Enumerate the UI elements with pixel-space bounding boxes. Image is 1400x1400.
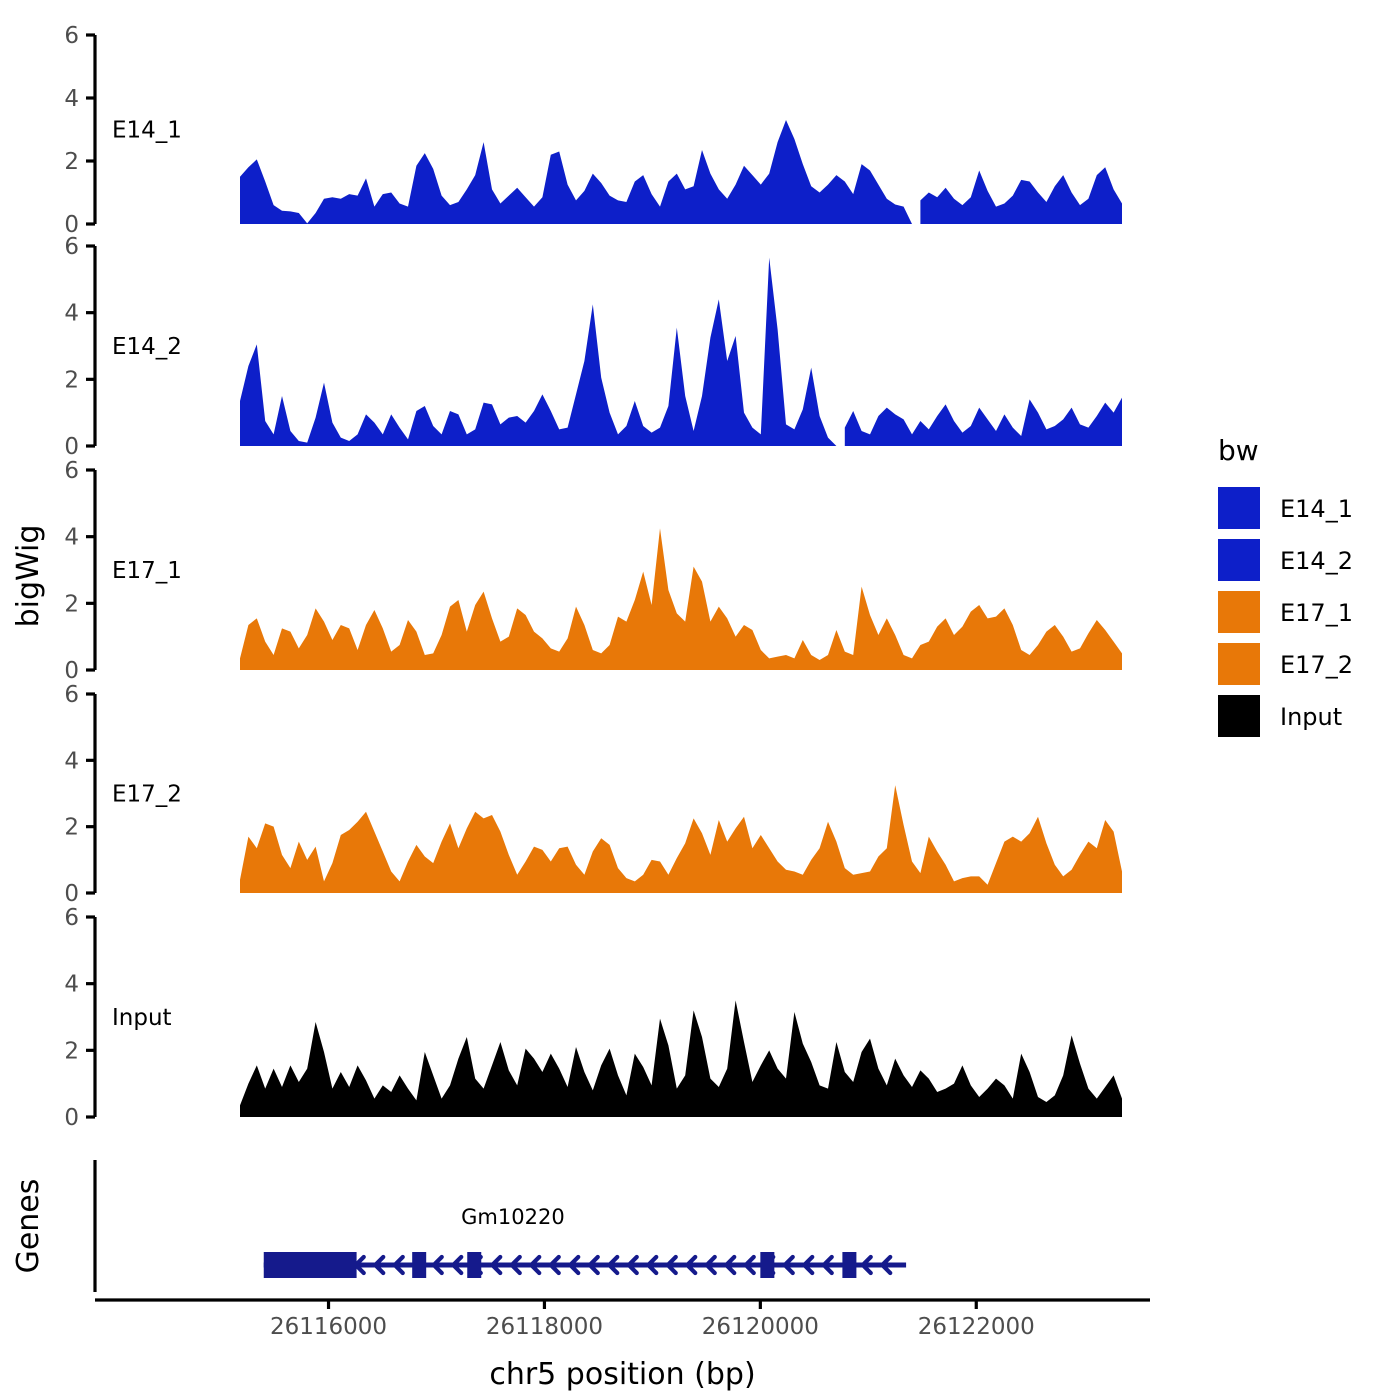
- gene-name-label: Gm10220: [461, 1205, 565, 1229]
- y-tick-label: 6: [64, 23, 79, 49]
- strand-arrow-left-icon: [607, 1254, 620, 1276]
- legend-label-e14_2: E14_2: [1280, 547, 1353, 575]
- legend-swatch-e14_1: [1218, 487, 1260, 529]
- y-tick-label: 0: [64, 434, 79, 460]
- strand-arrow-left-icon: [451, 1254, 464, 1276]
- y-tick-label: 2: [64, 815, 79, 841]
- track-area-e14_2: [240, 257, 1122, 446]
- strand-arrow-left-icon: [880, 1254, 893, 1276]
- legend-label-e17_2: E17_2: [1280, 651, 1353, 679]
- strand-arrow-left-icon: [431, 1254, 444, 1276]
- x-tick-label: 26118000: [486, 1314, 603, 1340]
- strand-arrow-left-icon: [704, 1254, 717, 1276]
- track-label-e17_1: E17_1: [112, 558, 182, 584]
- y-tick-label: 6: [64, 234, 79, 260]
- x-tick-label: 26120000: [702, 1314, 819, 1340]
- strand-arrow-left-icon: [646, 1254, 659, 1276]
- track-panel-e14_1: 0 2 4 6 E14_1: [64, 23, 1122, 238]
- legend-label-input: Input: [1280, 703, 1342, 731]
- track-panel-input: 0 2 4 6 Input: [64, 905, 1122, 1131]
- legend-item-e17_1[interactable]: E17_1: [1218, 591, 1353, 633]
- y-tick-label: 0: [64, 658, 79, 684]
- strand-arrow-left-icon: [509, 1254, 522, 1276]
- y-tick-label: 4: [64, 972, 79, 998]
- track-label-e14_2: E14_2: [112, 334, 182, 360]
- legend-title: bw: [1218, 434, 1259, 467]
- y-tick-label: 4: [64, 301, 79, 327]
- y-tick-label: 4: [64, 748, 79, 774]
- strand-arrow-left-icon: [392, 1254, 405, 1276]
- y-tick-label: 2: [64, 591, 79, 617]
- bigwig-axis-title: bigWig: [11, 525, 46, 628]
- legend-item-e14_2[interactable]: E14_2: [1218, 539, 1353, 581]
- gene-exon-3: [467, 1252, 482, 1278]
- track-panel-e17_1: 0 2 4 6 E17_1: [64, 458, 1122, 684]
- legend-swatch-e14_2: [1218, 539, 1260, 581]
- y-tick-label: 4: [64, 525, 79, 551]
- strand-arrow-left-icon: [743, 1254, 756, 1276]
- strand-arrow-left-icon: [665, 1254, 678, 1276]
- track-label-e14_1: E14_1: [112, 118, 182, 144]
- y-tick-label: 6: [64, 905, 79, 931]
- y-tick-label: 0: [64, 881, 79, 907]
- strand-arrow-left-icon: [821, 1254, 834, 1276]
- strand-arrow-left-icon: [373, 1254, 386, 1276]
- x-tick-label: 26122000: [918, 1314, 1035, 1340]
- genes-axis-title: Genes: [11, 1179, 46, 1274]
- legend-label-e17_1: E17_1: [1280, 599, 1353, 627]
- y-tick-label: 0: [64, 212, 79, 238]
- x-axis: 26116000 26118000 26120000 26122000 chr5 pos…: [95, 1298, 1150, 1392]
- strand-arrow-left-icon: [782, 1254, 795, 1276]
- strand-arrow-left-icon: [685, 1254, 698, 1276]
- legend-swatch-input: [1218, 695, 1260, 737]
- legend-swatch-e17_2: [1218, 643, 1260, 685]
- legend-item-e17_2[interactable]: E17_2: [1218, 643, 1353, 685]
- x-tick-label: 26116000: [270, 1314, 387, 1340]
- track-label-input: Input: [112, 1005, 172, 1031]
- gene-panel: Genes Gm10220: [11, 1160, 907, 1292]
- strand-arrow-left-icon: [724, 1254, 737, 1276]
- y-tick-label: 2: [64, 367, 79, 393]
- strand-arrow-left-icon: [529, 1254, 542, 1276]
- track-area-input: [240, 1000, 1122, 1117]
- track-panel-e14_2: 0 2 4 6 E14_2: [64, 234, 1122, 460]
- legend-swatch-e17_1: [1218, 591, 1260, 633]
- strand-arrow-left-icon: [587, 1254, 600, 1276]
- y-tick-label: 4: [64, 86, 79, 112]
- strand-arrow-left-icon: [802, 1254, 815, 1276]
- x-axis-title: chr5 position (bp): [489, 1357, 755, 1392]
- y-tick-label: 2: [64, 149, 79, 175]
- strand-arrow-left-icon: [568, 1254, 581, 1276]
- track-area-e14_1: [240, 120, 1122, 224]
- legend-item-input[interactable]: Input: [1218, 695, 1342, 737]
- legend-item-e14_1[interactable]: E14_1: [1218, 487, 1353, 529]
- strand-arrow-left-icon: [490, 1254, 503, 1276]
- strand-arrow-left-icon: [548, 1254, 561, 1276]
- y-tick-label: 2: [64, 1038, 79, 1064]
- track-panel-e17_2: 0 2 4 6 E17_2: [64, 682, 1122, 907]
- gene-exon-5: [842, 1252, 857, 1278]
- gene-exon-4: [760, 1252, 775, 1278]
- legend: bw E14_1 E14_2 E17_1 E17_2 Input: [1218, 434, 1353, 737]
- track-area-e17_1: [240, 528, 1122, 670]
- strand-arrow-left-icon: [626, 1254, 639, 1276]
- strand-arrow-left-icon: [860, 1254, 873, 1276]
- gene-exon-1: [263, 1252, 357, 1278]
- gene-exon-2: [412, 1252, 427, 1278]
- track-area-e17_2: [240, 785, 1122, 893]
- y-tick-label: 0: [64, 1105, 79, 1131]
- track-label-e17_2: E17_2: [112, 782, 182, 808]
- y-tick-label: 6: [64, 682, 79, 708]
- legend-label-e14_1: E14_1: [1280, 495, 1353, 523]
- y-tick-label: 6: [64, 458, 79, 484]
